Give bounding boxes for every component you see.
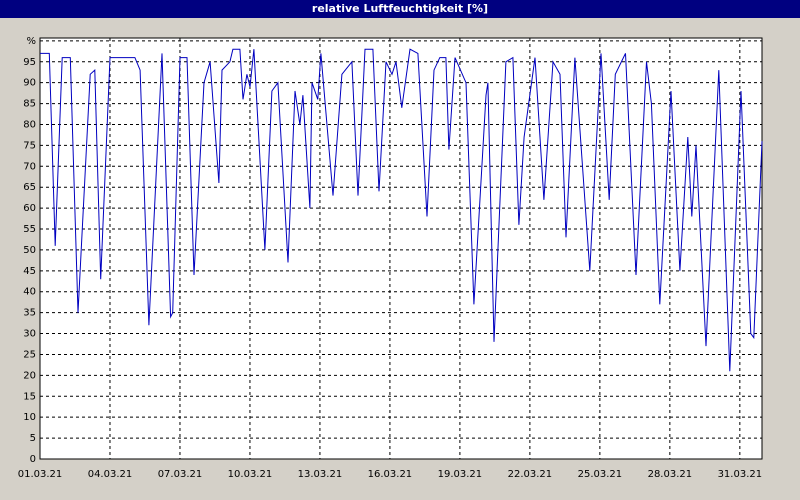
x-tick-label: 10.03.21 bbox=[228, 469, 273, 480]
y-tick-label: 65 bbox=[23, 182, 36, 193]
x-tick-label: 04.03.21 bbox=[88, 469, 133, 480]
x-tick-label: 28.03.21 bbox=[648, 469, 693, 480]
y-tick-label: 85 bbox=[23, 99, 36, 110]
y-tick-label: 25 bbox=[23, 349, 36, 360]
y-tick-label: 20 bbox=[23, 370, 36, 381]
x-tick-label: 25.03.21 bbox=[578, 469, 623, 480]
title-bar bbox=[0, 0, 800, 18]
y-tick-label: 30 bbox=[23, 329, 36, 340]
plot-area bbox=[39, 37, 763, 460]
y-tick-label: 5 bbox=[30, 433, 36, 444]
x-tick-label: 07.03.21 bbox=[158, 469, 203, 480]
x-tick-label: 13.03.21 bbox=[298, 469, 343, 480]
y-tick-label: 70 bbox=[23, 161, 36, 172]
y-tick-label: 50 bbox=[23, 245, 36, 256]
y-tick-label: % bbox=[26, 36, 36, 47]
y-tick-label: 75 bbox=[23, 140, 36, 151]
x-tick-label: 22.03.21 bbox=[508, 469, 553, 480]
y-tick-label: 40 bbox=[23, 287, 36, 298]
y-tick-label: 0 bbox=[30, 454, 36, 465]
y-tick-label: 10 bbox=[23, 412, 36, 423]
chart-title: relative Luftfeuchtigkeit [%] bbox=[312, 2, 488, 15]
y-tick-label: 90 bbox=[23, 78, 36, 89]
y-tick-label: 80 bbox=[23, 119, 36, 130]
x-tick-label: 16.03.21 bbox=[368, 469, 413, 480]
x-tick-label: 19.03.21 bbox=[438, 469, 483, 480]
y-tick-label: 15 bbox=[23, 391, 36, 402]
y-tick-label: 60 bbox=[23, 203, 36, 214]
x-tick-label: 01.03.21 bbox=[18, 469, 63, 480]
y-tick-label: 55 bbox=[23, 224, 36, 235]
x-tick-label: 31.03.21 bbox=[718, 469, 763, 480]
data-line bbox=[40, 48, 763, 372]
y-tick-label: 35 bbox=[23, 308, 36, 319]
y-tick-label: 95 bbox=[23, 57, 36, 68]
y-tick-label: 45 bbox=[23, 266, 36, 277]
